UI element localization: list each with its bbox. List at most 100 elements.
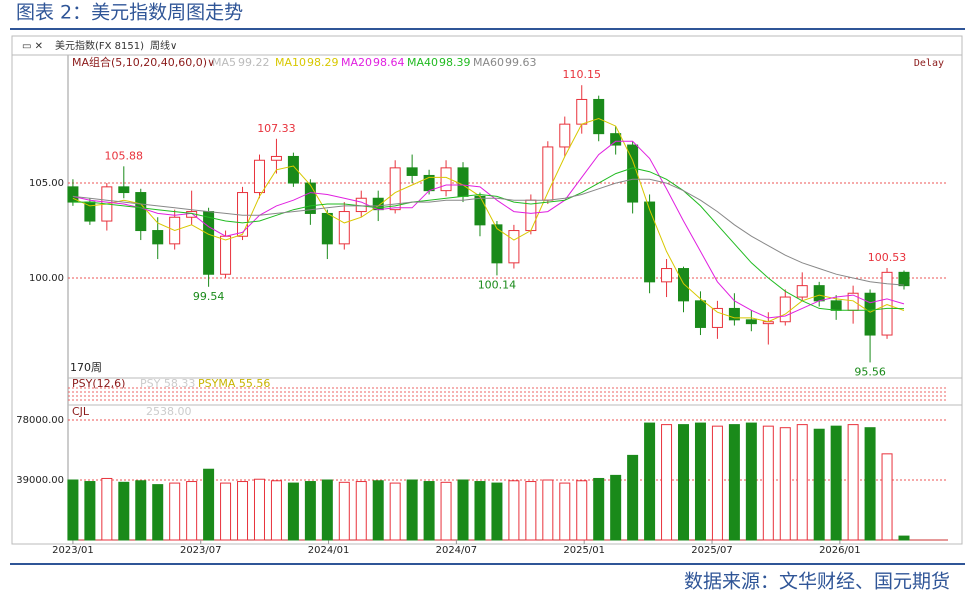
candle-body (389, 167, 401, 211)
volume-bar (542, 479, 554, 541)
y-tick-label: 105.00 (29, 178, 64, 189)
candle-body (338, 211, 350, 245)
count-label: 170周 (70, 361, 102, 374)
ma-line (72, 140, 905, 319)
candle-body (525, 199, 537, 232)
candle-body (355, 197, 367, 213)
volume-bar (525, 481, 537, 541)
volume-bar (101, 477, 113, 541)
psy-title: PSY(12,6) (72, 377, 125, 390)
volume-bar (287, 482, 299, 541)
volume-bar (847, 424, 859, 541)
legend-name: MA20 (341, 56, 372, 69)
volume-bar (355, 481, 367, 541)
volume-bar (423, 481, 435, 541)
legend-value: 98.29 (307, 56, 339, 69)
high-label: 100.53 (868, 251, 907, 264)
volume-bar (253, 478, 265, 541)
volume-bar (694, 422, 706, 541)
volume-bar (728, 424, 740, 541)
volume-bar (881, 453, 893, 541)
candle-body (474, 195, 486, 226)
legend-value: 98.39 (439, 56, 471, 69)
candle-body (610, 133, 622, 146)
legend-inactive-value: 99.22 (238, 56, 270, 69)
candle-body (237, 192, 249, 237)
high-label: 105.88 (105, 149, 144, 162)
candle-body (694, 300, 706, 328)
low-label: 99.54 (193, 290, 225, 303)
candle-body (559, 123, 571, 148)
volume-bar (220, 482, 232, 541)
x-tick-label: 2025/01 (563, 545, 605, 556)
volume-bar (745, 422, 757, 541)
candle-body (220, 235, 232, 275)
volume-bar (661, 424, 673, 541)
high-label: 107.33 (257, 122, 296, 135)
candle-body (304, 182, 316, 214)
x-tick-label: 2024/01 (308, 545, 350, 556)
volume-bar (796, 424, 808, 541)
volume-bar (237, 481, 249, 541)
volume-tick-label: 78000.00 (16, 415, 64, 426)
candle-body (253, 159, 265, 194)
volume-bar (898, 535, 910, 541)
candle-body (491, 224, 503, 264)
volume-bar (559, 482, 571, 541)
x-tick-label: 2024/07 (436, 545, 478, 556)
x-tick-label: 2023/01 (52, 545, 94, 556)
toolbar-icon: ▭ ✕ (22, 41, 43, 52)
volume-bar (338, 481, 350, 541)
volume-bar (779, 427, 791, 541)
candle-body (270, 155, 282, 161)
volume-bar (593, 477, 605, 541)
candle-body (830, 300, 842, 311)
legend-value: 98.64 (373, 56, 405, 69)
toolbar-period: 周线∨ (150, 39, 177, 52)
volume-bar (711, 425, 723, 541)
candle-body (745, 319, 757, 325)
x-tick-label: 2026/01 (819, 545, 861, 556)
volume-bar (508, 480, 520, 541)
y-tick-label: 100.00 (29, 273, 64, 284)
legend-inactive: MA5 (212, 56, 236, 69)
candle-body (796, 285, 808, 298)
volume-bar (406, 479, 418, 541)
legend-name: MA10 (275, 56, 306, 69)
volume-bar (830, 425, 842, 541)
candle-body (593, 98, 605, 135)
candle-body (644, 201, 656, 283)
volume-bar (491, 482, 503, 541)
volume-title: CJL (72, 405, 90, 418)
volume-bar (321, 479, 333, 541)
volume-bar (152, 484, 164, 541)
ma-line (72, 178, 905, 286)
volume-bar (440, 481, 452, 541)
ma-line (72, 167, 905, 311)
volume-bar (67, 479, 79, 541)
ma-title: MA组合(5,10,20,40,60,0)∨ (72, 55, 215, 69)
legend-name: MA60 (473, 56, 504, 69)
ma-line (72, 117, 905, 323)
volume-bar (644, 422, 656, 541)
candle-body (881, 271, 893, 336)
candle-body (864, 292, 876, 336)
volume-bar (864, 427, 876, 541)
psyma-label: PSYMA 55.56 (198, 377, 270, 390)
volume-bar (457, 479, 469, 541)
x-tick-label: 2025/07 (691, 545, 733, 556)
low-label: 95.56 (854, 365, 886, 378)
candle-body (661, 268, 673, 283)
low-label: 100.14 (478, 278, 517, 291)
volume-value: 2538.00 (146, 405, 192, 418)
x-tick-label: 2023/07 (180, 545, 222, 556)
volume-bar (372, 480, 384, 541)
volume-bar (270, 480, 282, 541)
candle-body (711, 307, 723, 328)
legend-name: MA40 (407, 56, 438, 69)
volume-bar (186, 481, 198, 541)
volume-bar (813, 428, 825, 541)
volume-bar (169, 482, 181, 541)
volume-bar (762, 425, 774, 541)
